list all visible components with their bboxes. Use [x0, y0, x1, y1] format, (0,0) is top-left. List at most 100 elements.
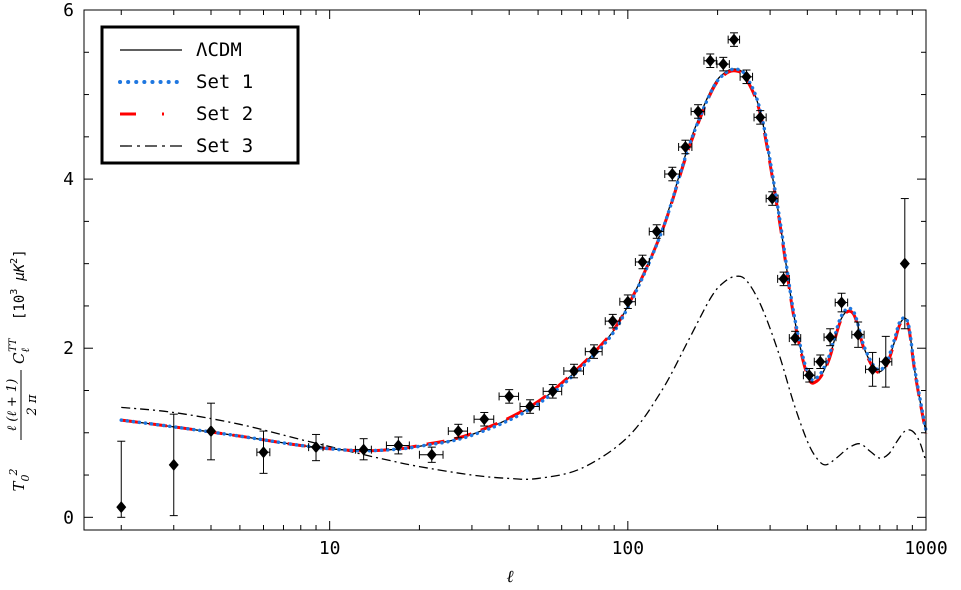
x-tick-label: 10	[319, 538, 341, 559]
data-point	[473, 411, 495, 427]
ylabel-units-post: ]	[12, 249, 28, 257]
legend-label: Set 2	[196, 103, 253, 125]
series-line-set-2	[121, 69, 928, 453]
diamond-marker	[393, 439, 404, 452]
y-tick-label: 6	[63, 0, 74, 21]
diamond-marker	[569, 365, 580, 378]
diamond-marker	[116, 501, 127, 514]
data-point	[634, 254, 650, 270]
data-point	[678, 139, 693, 155]
diamond-marker	[718, 58, 729, 71]
plot-frame	[83, 9, 927, 531]
data-point	[664, 166, 680, 182]
diamond-marker	[853, 328, 864, 341]
y-axis-label: T02 ℓ (ℓ + 1) 2 π CℓTT [103μK2]	[5, 249, 40, 491]
x-tick-label: 100	[612, 538, 645, 559]
diamond-marker	[705, 54, 716, 67]
data-point	[447, 423, 469, 439]
svg-text:T02: T02	[7, 468, 32, 491]
series-line-set-3	[121, 275, 927, 480]
diamond-marker	[693, 105, 704, 118]
svg-text:[103μK2]: [103 μK2]	[9, 249, 28, 320]
y-tick-label: 0	[63, 507, 74, 528]
x-tick-label: 1000	[904, 538, 947, 559]
diamond-marker	[311, 441, 322, 454]
diamond-marker	[755, 111, 766, 124]
ylabel-t0: T	[10, 481, 28, 492]
data-point	[851, 321, 865, 348]
data-point	[619, 294, 636, 309]
diamond-marker	[607, 315, 618, 328]
diamond-marker	[790, 332, 801, 345]
diamond-marker	[453, 425, 464, 438]
diamond-marker	[622, 295, 633, 308]
diamond-marker	[778, 272, 789, 285]
x-axis-label: ℓ	[506, 567, 513, 587]
data-point	[739, 69, 754, 85]
diamond-marker	[525, 400, 536, 413]
diamond-marker	[867, 363, 878, 376]
data-point	[354, 438, 372, 461]
data-point	[813, 354, 827, 370]
legend-label: Set 1	[196, 71, 253, 93]
diamond-marker	[836, 296, 847, 309]
data-point	[604, 313, 621, 329]
legend-item: ΛCDM	[120, 39, 242, 61]
diamond-marker	[880, 355, 891, 368]
data-point	[308, 433, 324, 462]
data-point	[777, 271, 790, 287]
data-point	[584, 344, 603, 359]
legend-item: Set 2	[120, 103, 253, 125]
y-tick-label: 4	[63, 169, 74, 190]
diamond-marker	[651, 225, 662, 238]
ylabel-c-sup: TT	[8, 337, 19, 352]
diamond-marker	[547, 385, 558, 398]
y-tick-label: 2	[63, 338, 74, 359]
ylabel-units-pre: [10	[12, 295, 28, 320]
diamond-marker	[588, 345, 599, 358]
ylabel-frac-den: 2 π	[25, 394, 40, 416]
data-point	[498, 389, 520, 404]
diamond-marker	[899, 257, 910, 270]
data-point	[418, 446, 444, 463]
axis-ticks: 10 100 1000 0 2 4 6	[63, 0, 948, 559]
data-point	[899, 198, 910, 330]
ylabel-frac-num: ℓ (ℓ + 1)	[5, 379, 20, 432]
ylabel-t0-sub: 0	[19, 474, 32, 481]
svg-text:CℓTT: CℓTT	[8, 337, 32, 364]
data-point	[690, 104, 706, 119]
ylabel-c-sub: ℓ	[19, 348, 32, 353]
diamond-marker	[815, 355, 826, 368]
data-point	[865, 351, 880, 387]
ylabel-c: C	[10, 352, 28, 364]
diamond-marker	[479, 413, 490, 426]
diamond-marker	[258, 446, 269, 459]
diamond-marker	[680, 140, 691, 153]
diamond-marker	[728, 33, 739, 46]
data-point	[823, 328, 837, 347]
diamond-marker	[637, 255, 648, 268]
data-point	[648, 224, 665, 239]
diamond-marker	[804, 369, 815, 382]
ylabel-t0-sup: 2	[7, 468, 20, 476]
data-point	[765, 191, 779, 206]
diamond-marker	[168, 458, 179, 471]
ylabel-units-exp2: 2	[9, 258, 20, 264]
data-point	[703, 53, 717, 68]
data-point	[542, 384, 563, 399]
legend: ΛCDM Set 1 Set 2 Set 3	[100, 25, 300, 165]
data-point	[878, 335, 893, 388]
data-points	[116, 32, 910, 518]
data-point	[802, 368, 816, 383]
data-point	[834, 292, 849, 313]
data-point	[753, 110, 767, 125]
diamond-marker	[426, 448, 437, 461]
data-point	[727, 32, 741, 47]
diamond-marker	[667, 168, 678, 181]
legend-label: Set 3	[196, 135, 253, 157]
diamond-marker	[206, 425, 217, 438]
data-point	[563, 363, 584, 379]
diamond-marker	[767, 192, 778, 205]
data-point	[788, 330, 802, 346]
